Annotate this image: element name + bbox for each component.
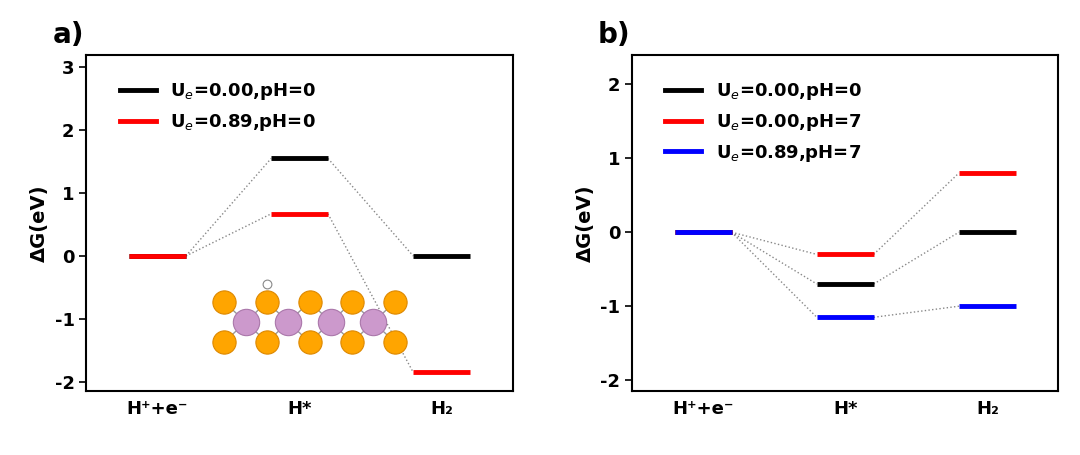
Text: b): b) — [598, 21, 631, 50]
Y-axis label: ΔG(eV): ΔG(eV) — [30, 184, 49, 262]
Point — [258, 298, 275, 306]
Point — [216, 339, 233, 346]
Point — [365, 318, 382, 326]
Point — [301, 298, 319, 306]
Text: a): a) — [52, 21, 84, 50]
Point — [343, 339, 361, 346]
Point — [387, 339, 404, 346]
Point — [258, 339, 275, 346]
Point — [387, 298, 404, 306]
Point — [343, 298, 361, 306]
Point — [322, 318, 339, 326]
Legend: U$_e$=0.00,pH=0, U$_e$=0.89,pH=0: U$_e$=0.00,pH=0, U$_e$=0.89,pH=0 — [112, 74, 324, 140]
Point — [301, 339, 319, 346]
Y-axis label: ΔG(eV): ΔG(eV) — [576, 184, 595, 262]
Legend: U$_e$=0.00,pH=0, U$_e$=0.00,pH=7, U$_e$=0.89,pH=7: U$_e$=0.00,pH=0, U$_e$=0.00,pH=7, U$_e$=… — [658, 74, 869, 171]
Point — [280, 318, 297, 326]
Point — [216, 298, 233, 306]
Point — [237, 318, 254, 326]
Point — [258, 281, 275, 288]
